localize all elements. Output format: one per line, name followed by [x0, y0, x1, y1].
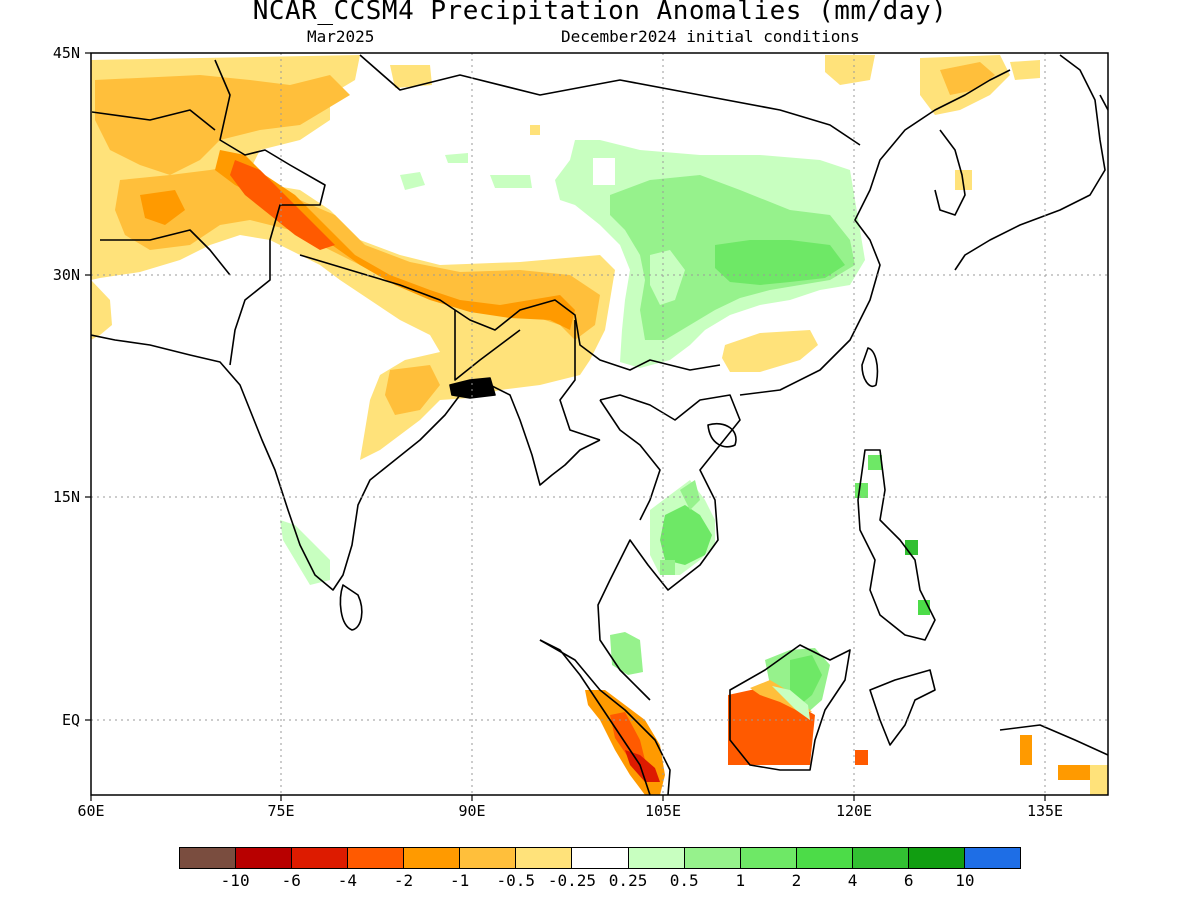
color-scale-box: [292, 848, 349, 868]
precipitation-anomaly-map: [85, 52, 1109, 801]
color-scale-bar: [179, 847, 1021, 869]
color-scale-label: 10: [955, 871, 975, 890]
lon-label-90e: 90E: [458, 802, 486, 820]
color-scale-label: -1: [450, 871, 470, 890]
borneo-anomalies: [728, 648, 830, 765]
coastlines: [91, 54, 1108, 795]
color-scale-label: 4: [847, 871, 858, 890]
wet-anomaly-indochina: [650, 480, 715, 575]
subtitle-initial-conditions: December2024 initial conditions: [561, 27, 860, 46]
color-scale-label: 6: [903, 871, 914, 890]
subtitle-month: Mar2025: [307, 27, 375, 46]
color-scale-box: [796, 848, 853, 868]
dry-anomaly-new-guinea: [855, 735, 1108, 795]
chart-title: NCAR_CCSM4 Precipitation Anomalies (mm/d…: [252, 0, 948, 26]
lon-label-135e: 135E: [1026, 802, 1064, 820]
color-scale-label: -0.25: [547, 871, 597, 890]
dry-anomaly-south-china: [722, 330, 818, 372]
color-scale-box: [740, 848, 797, 868]
color-scale-box: [236, 848, 293, 868]
color-scale-label: 0.5: [669, 871, 699, 890]
color-scale-box: [348, 848, 405, 868]
lat-label-eq: EQ: [61, 711, 80, 729]
color-scale-label: 2: [791, 871, 802, 890]
lon-label-60e: 60E: [77, 802, 105, 820]
lat-label-15n: 15N: [52, 488, 80, 506]
color-scale-box: [908, 848, 965, 868]
color-scale-box: [516, 848, 573, 868]
wet-anomaly-malay-peninsula: [610, 632, 643, 675]
color-scale-label: -6: [281, 871, 301, 890]
color-scale-label: -4: [337, 871, 358, 890]
color-scale-box: [404, 848, 461, 868]
lon-label-120e: 120E: [835, 802, 873, 820]
color-scale-box: [180, 848, 237, 868]
map-gridlines: [91, 53, 1108, 795]
color-scale-label: -10: [220, 871, 250, 890]
color-scale-label: -2: [393, 871, 414, 890]
color-scale-box: [628, 848, 685, 868]
color-scale-box: [964, 848, 1020, 868]
color-scale-box: [572, 848, 629, 868]
color-scale-label: 1: [735, 871, 746, 890]
dry-anomaly-northeast-asia: [390, 55, 1040, 190]
axis-ticks: [85, 52, 1046, 801]
dry-anomaly-southwest-asia: [91, 55, 615, 460]
lat-label-30n: 30N: [52, 266, 80, 284]
color-scale-box: [460, 848, 517, 868]
color-scale-box: [684, 848, 741, 868]
color-scale-box: [852, 848, 909, 868]
map-frame: [90, 52, 1109, 796]
lat-label-45n: 45N: [52, 44, 80, 62]
lon-label-105e: 105E: [644, 802, 682, 820]
wet-anomaly-china: [400, 140, 865, 368]
color-scale-label: 0.25: [608, 871, 648, 890]
color-scale-label: -0.5: [496, 871, 536, 890]
lon-label-75e: 75E: [267, 802, 295, 820]
